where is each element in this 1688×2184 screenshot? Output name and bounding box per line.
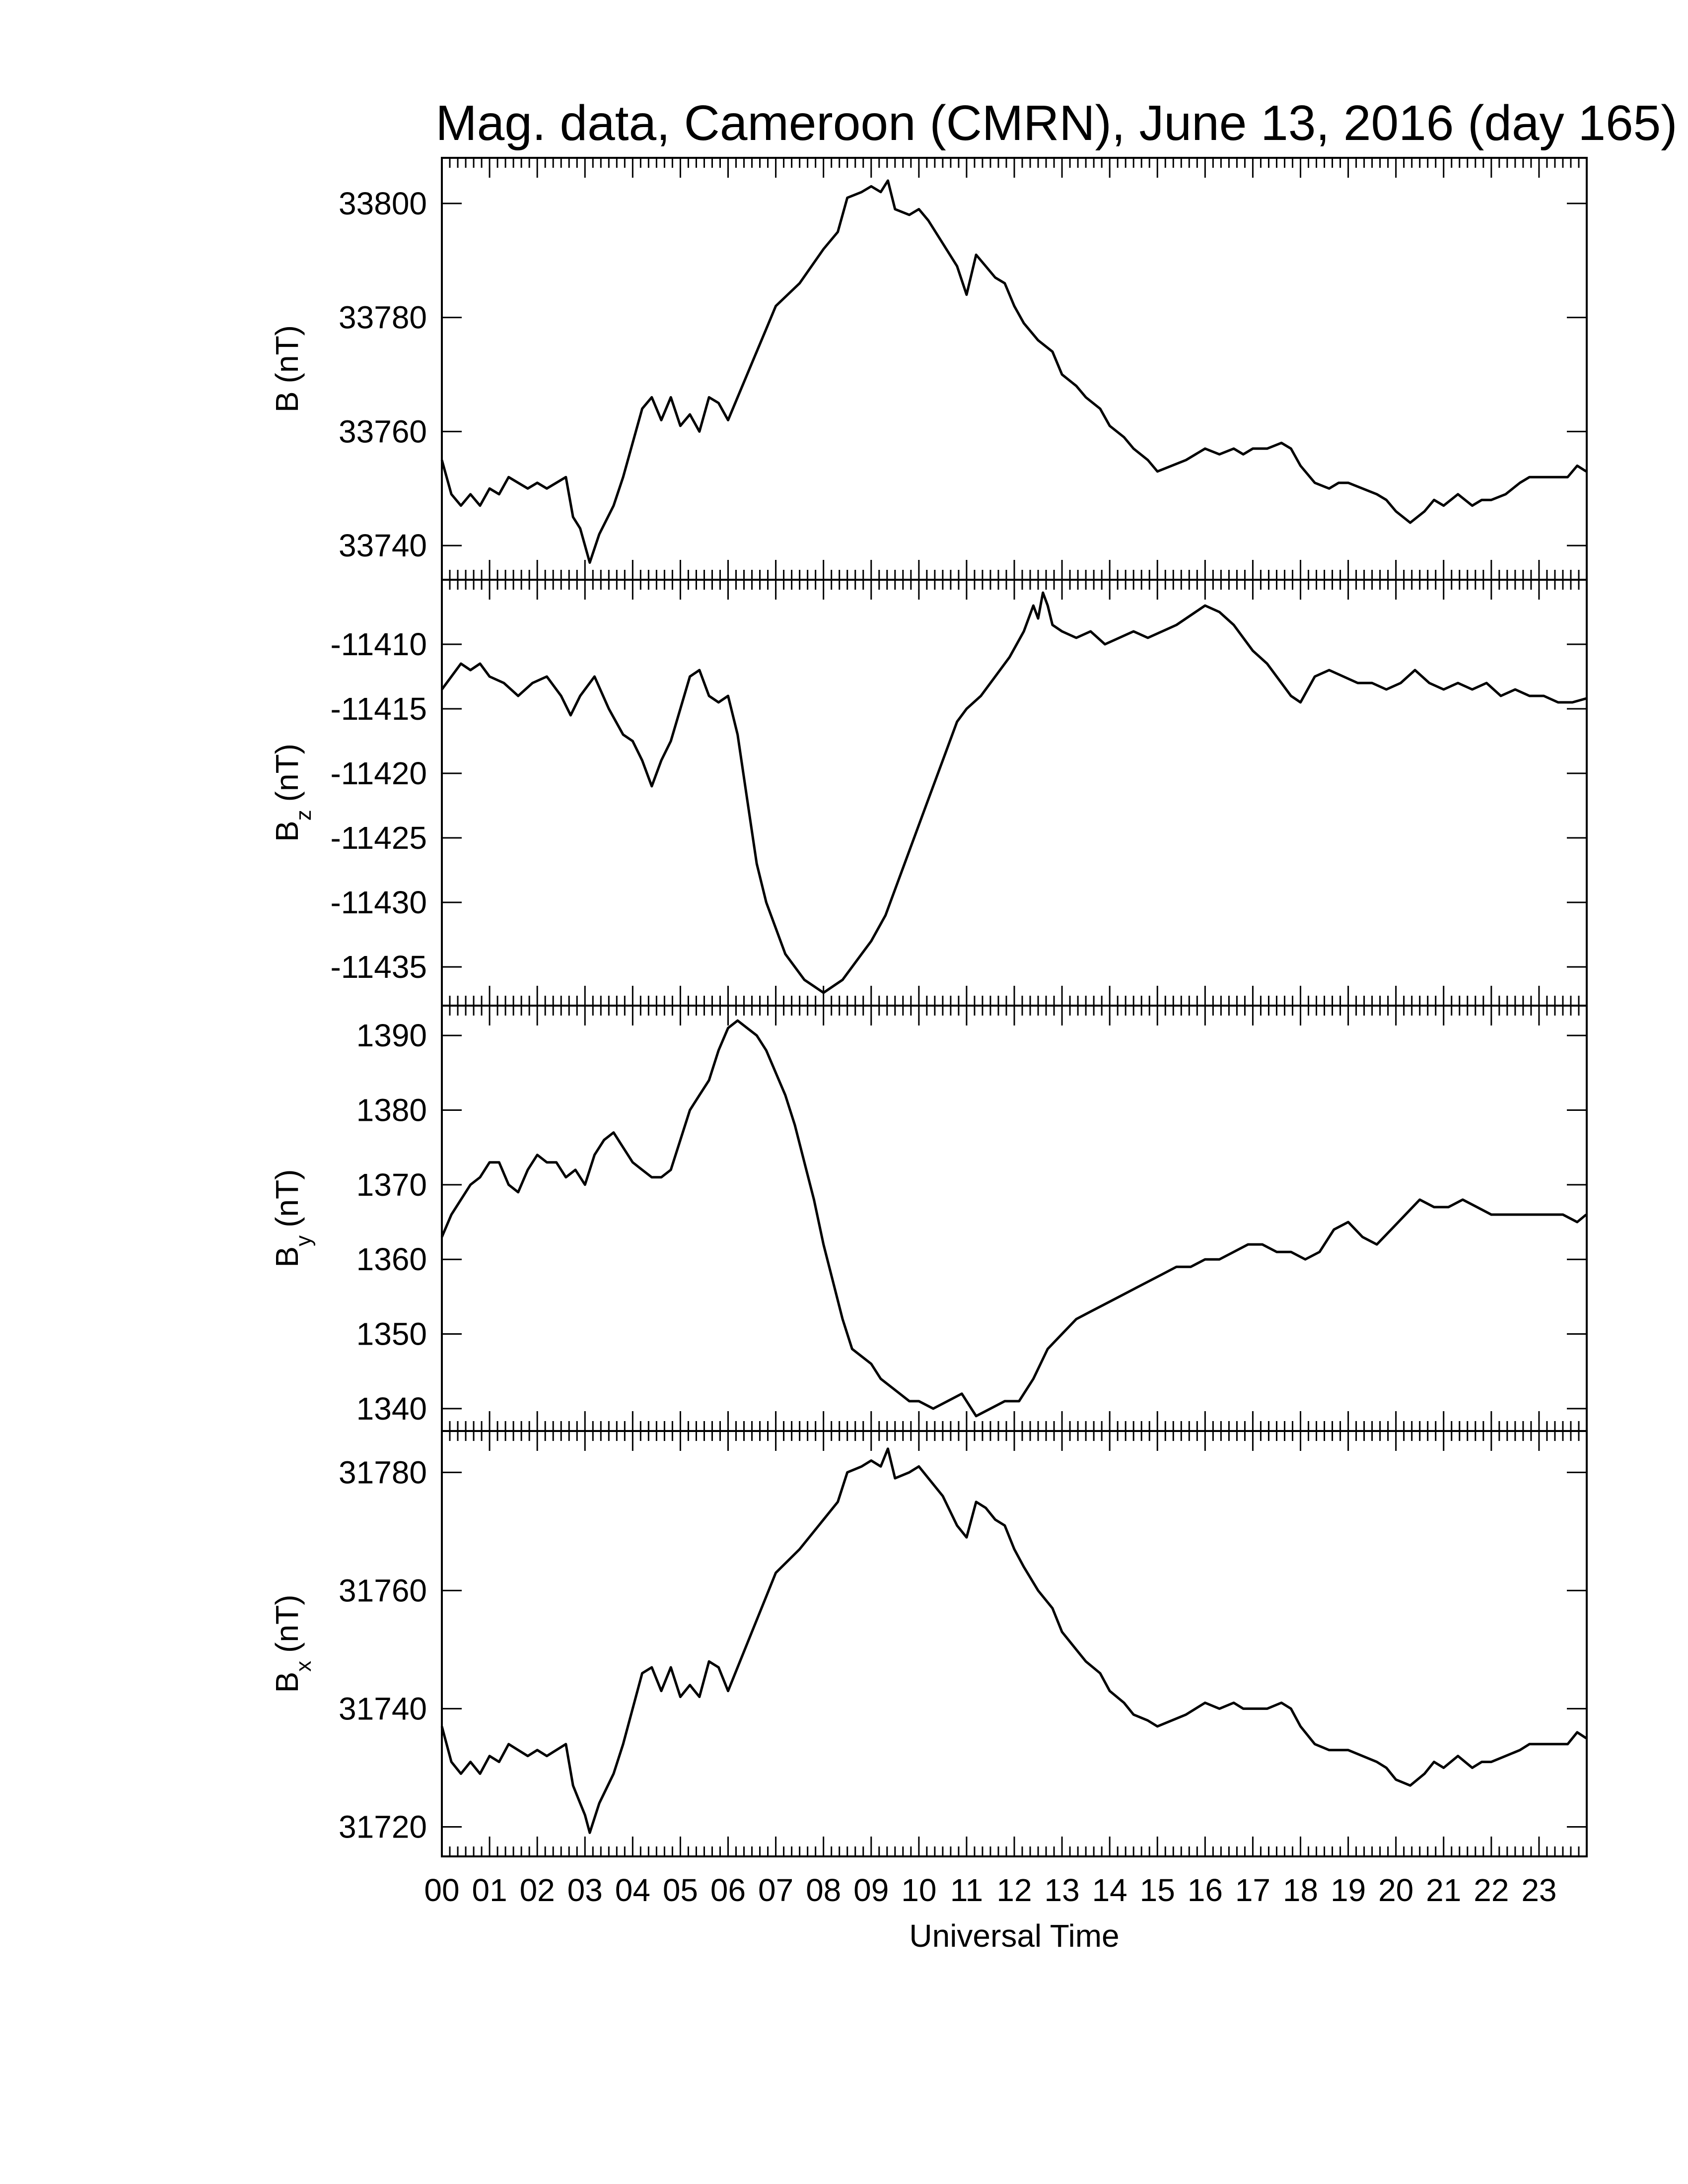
panel-Bz: -11435 -11430 -11425 -11420 -11415 -11410 Bz(n… [269,579,1588,1007]
panel-frame-Bx [441,1430,1588,1857]
chart-title: Mag. data, Cameroon (CMRN), June 13, 201… [435,95,1677,151]
y-tick-label-By: 1370 [356,1167,427,1203]
panel-frame-B [441,157,1588,581]
x-tick-label: 16 [1188,1872,1223,1908]
x-tick-label: 18 [1283,1872,1318,1908]
x-tick-label: 23 [1521,1872,1556,1908]
x-tick-label: 11 [950,1872,983,1908]
x-tick-label: 08 [806,1872,841,1908]
x-tick-label: 00 [424,1872,459,1908]
y-tick-label-Bx: 31780 [339,1454,427,1490]
y-tick-label-B: 33760 [339,413,427,449]
x-tick-label: 09 [853,1872,889,1908]
panel-frame-Bz [441,579,1588,1007]
x-tick-label: 10 [901,1872,936,1908]
y-axis-label-By: By(nT) [269,1169,316,1268]
y-tick-label-Bz: -11430 [330,885,427,920]
x-tick-label: 17 [1235,1872,1270,1908]
panels-group: 33740337603378033800B(nT)-11435-11430-11… [269,157,1588,1908]
x-axis-label: Universal Time [909,1918,1119,1954]
y-tick-label-Bz: -11435 [330,949,427,985]
y-tick-label-Bz: -11425 [330,820,427,856]
y-tick-label-By: 1360 [356,1241,427,1277]
y-axis-label-B: B(nT) [269,325,305,412]
y-tick-label-B: 33800 [339,186,427,221]
y-tick-label-Bz: -11420 [330,755,427,791]
x-tick-label: 13 [1044,1872,1079,1908]
y-tick-label-Bz: -11415 [330,691,427,727]
y-tick-label-Bx: 31760 [339,1572,427,1608]
y-tick-label-Bz: -11410 [330,626,427,662]
y-axis-label-Bx: Bx(nT) [269,1595,316,1693]
panel-Bx: 31720 31740 31760 31780 Bx(nT) [269,1430,1588,1857]
y-tick-label-Bx: 31720 [339,1809,427,1844]
y-tick-label-B: 33740 [339,528,427,563]
x-tick-label: 15 [1140,1872,1175,1908]
series-line-Bx [440,1447,1587,1834]
x-tick-label: 21 [1426,1872,1461,1908]
series-line-By [440,1019,1587,1418]
y-tick-label-Bx: 31740 [339,1691,427,1726]
x-tick-label: 04 [615,1872,650,1908]
x-tick-label: 05 [663,1872,698,1908]
x-tick-label: 06 [710,1872,746,1908]
x-tick-label: 01 [472,1872,507,1908]
y-tick-label-By: 1350 [356,1316,427,1352]
panel-By: 1340 1350 1360 1370 1380 1390 By(nT) [269,1005,1588,1432]
x-tick-label: 14 [1092,1872,1127,1908]
x-tick-label: 12 [996,1872,1032,1908]
y-axis-label-Bz: Bz(nT) [269,744,316,842]
x-tick-label: 22 [1474,1872,1509,1908]
x-tick-label: 02 [520,1872,555,1908]
x-tick-label: 03 [567,1872,603,1908]
x-tick-label: 19 [1331,1872,1366,1908]
x-tick-label: 20 [1378,1872,1413,1908]
series-line-Bz [440,591,1587,994]
x-tick-label: 07 [758,1872,793,1908]
y-tick-label-B: 33780 [339,300,427,336]
y-tick-label-By: 1380 [356,1092,427,1128]
panel-B: 33740 33760 33780 33800 B(nT) [269,157,1588,581]
series-line-B [440,179,1587,564]
y-tick-label-By: 1390 [356,1018,427,1053]
panel-frame-By [441,1005,1588,1432]
y-tick-label-By: 1340 [356,1391,427,1427]
